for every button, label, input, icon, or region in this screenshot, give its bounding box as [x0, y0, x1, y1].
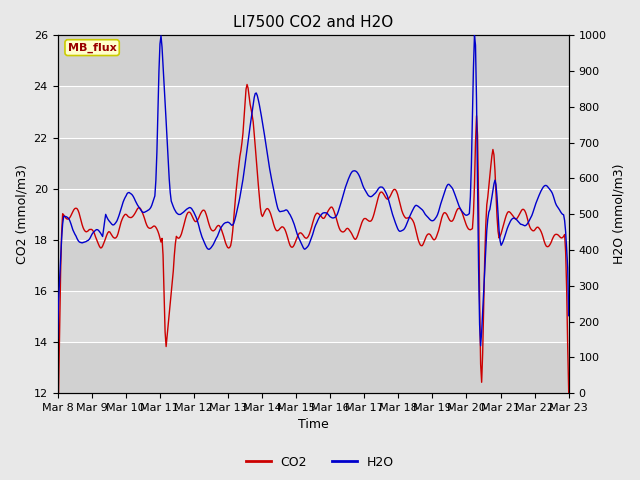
Title: LI7500 CO2 and H2O: LI7500 CO2 and H2O	[233, 15, 393, 30]
Y-axis label: H2O (mmol/m3): H2O (mmol/m3)	[612, 164, 625, 264]
Legend: CO2, H2O: CO2, H2O	[241, 451, 399, 474]
Bar	[58, 138, 569, 189]
Bar	[58, 36, 569, 86]
Bar	[58, 189, 569, 240]
Text: MB_flux: MB_flux	[68, 43, 116, 53]
Bar	[58, 240, 569, 291]
Y-axis label: CO2 (mmol/m3): CO2 (mmol/m3)	[15, 164, 28, 264]
Bar	[58, 291, 569, 342]
X-axis label: Time: Time	[298, 419, 328, 432]
Bar	[58, 86, 569, 138]
Bar	[58, 342, 569, 393]
